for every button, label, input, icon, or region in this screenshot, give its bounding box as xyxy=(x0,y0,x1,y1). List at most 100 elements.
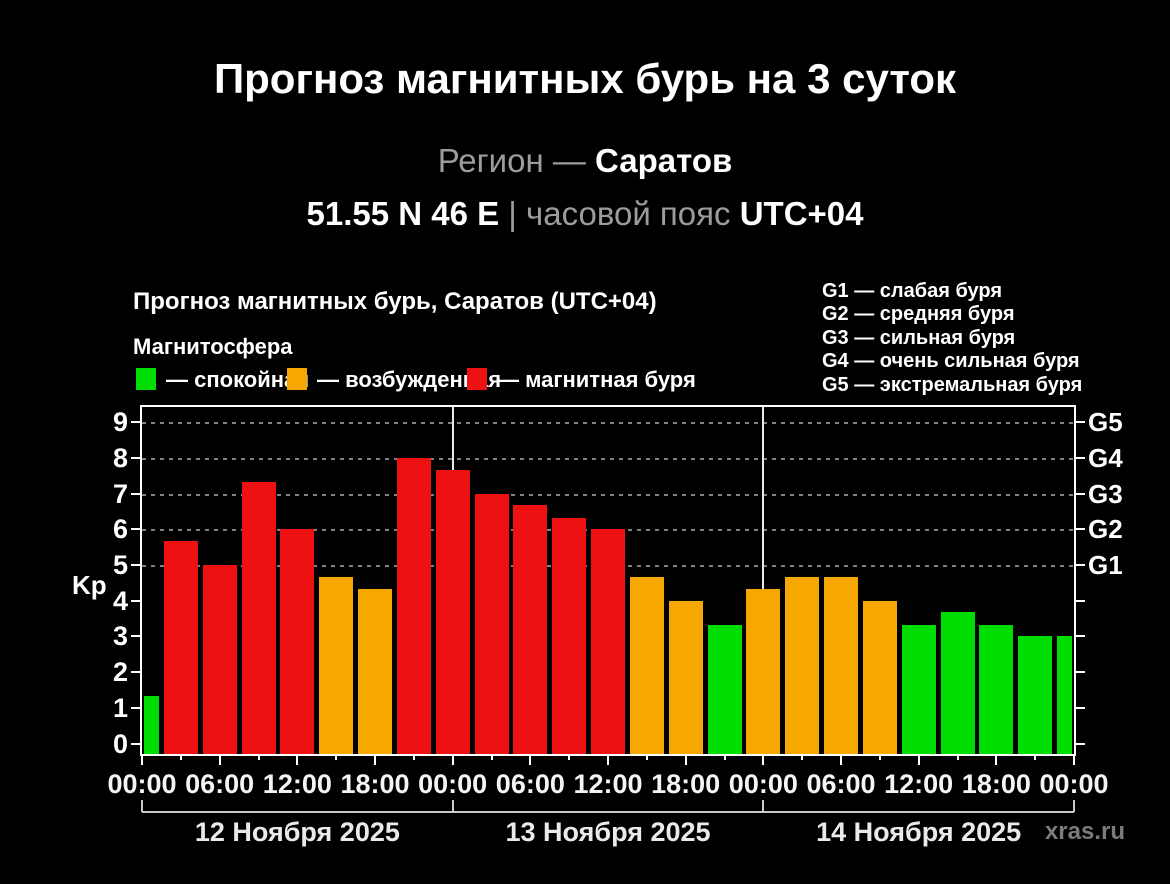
x-axis-minor-tick xyxy=(1034,754,1037,760)
legend-label: — магнитная буря xyxy=(497,367,696,392)
date-bracket xyxy=(142,811,1074,813)
storm-scale-row: G5 — экстремальная буря xyxy=(822,373,1083,396)
g-axis-label: G4 xyxy=(1088,442,1123,473)
kp-bar xyxy=(629,576,664,754)
x-axis-minor-tick xyxy=(257,754,260,760)
y-axis-label: 9 xyxy=(112,407,128,438)
y-axis-tick xyxy=(131,564,140,566)
legend-swatch-excited xyxy=(287,368,307,390)
x-axis-major-tick xyxy=(840,754,842,765)
date-label: 12 Ноября 2025 xyxy=(194,817,400,847)
x-axis-minor-tick xyxy=(179,754,182,760)
y-axis-label: 3 xyxy=(112,621,128,652)
coordinates-line: 51.55 N 46 E | часовой пояс UTC+04 xyxy=(0,195,1170,233)
storm-scale-row: G4 — очень сильная буря xyxy=(822,350,1080,373)
date-bracket-tick xyxy=(762,800,765,812)
legend-swatch-storm xyxy=(467,368,487,390)
date-label: 14 Ноября 2025 xyxy=(816,817,1022,847)
y-axis-tick xyxy=(1076,671,1085,674)
x-axis-label: 00:00 xyxy=(1039,769,1109,799)
legend-swatch-quiet xyxy=(136,368,156,390)
x-axis-label: 00:00 xyxy=(728,769,798,799)
y-axis-tick xyxy=(131,599,140,602)
x-axis-major-tick xyxy=(917,754,920,765)
coordinates-value: 51.55 N 46 E xyxy=(306,195,500,232)
x-axis-minor-tick xyxy=(956,754,959,760)
kp-bar xyxy=(785,576,820,754)
x-axis-major-tick xyxy=(529,754,532,765)
date-label: 13 Ноября 2025 xyxy=(505,817,711,847)
chart-title: Прогноз магнитных бурь, Саратов (UTC+04) xyxy=(133,288,657,315)
x-axis-label: 00:00 xyxy=(418,769,488,799)
kp-bar xyxy=(513,505,548,754)
kp-bar xyxy=(1018,636,1053,754)
y-axis-tick xyxy=(131,742,140,745)
kp-bar xyxy=(474,493,509,754)
kp-bar xyxy=(163,541,198,754)
x-axis-label: 12:00 xyxy=(573,769,643,799)
x-axis-label: 18:00 xyxy=(651,769,721,799)
kp-bar xyxy=(358,588,392,754)
kp-bar xyxy=(979,624,1014,754)
timezone-label: часовой пояс xyxy=(526,195,731,232)
x-axis-label: 00:00 xyxy=(107,769,177,799)
y-axis-label: 1 xyxy=(112,692,128,723)
region-line: Регион — Саратов xyxy=(0,142,1170,180)
y-axis-tick xyxy=(1076,706,1085,709)
y-axis-tick xyxy=(131,635,140,638)
kp-bar xyxy=(668,600,703,754)
day-boundary-line xyxy=(762,407,765,754)
y-axis-tick xyxy=(1076,456,1085,459)
kp-bar xyxy=(552,517,587,754)
magnetosphere-label: Магнитосфера xyxy=(133,334,293,359)
kp-bar xyxy=(202,565,237,754)
g-axis-label: G1 xyxy=(1088,550,1123,580)
kp-bar xyxy=(1057,636,1072,754)
y-axis-label: 2 xyxy=(112,657,128,688)
g-axis-label: G2 xyxy=(1088,514,1123,545)
x-axis-label: 12:00 xyxy=(884,769,954,799)
kp-bar xyxy=(280,529,315,754)
y-axis-tick xyxy=(1076,742,1085,745)
y-axis-tick xyxy=(1076,564,1085,566)
legend-label: — спокойная xyxy=(166,367,310,392)
kp-bar xyxy=(319,576,354,754)
gridline-kp9 xyxy=(142,422,1074,425)
kp-bar xyxy=(241,481,276,754)
kp-bar xyxy=(707,624,742,754)
y-axis-tick xyxy=(1076,635,1085,638)
x-axis-major-tick xyxy=(1073,754,1075,765)
kp-bar xyxy=(435,469,470,754)
x-axis-label: 18:00 xyxy=(961,769,1031,799)
x-axis-label: 06:00 xyxy=(806,769,876,799)
y-axis-tick xyxy=(1076,599,1085,602)
x-axis-label: 06:00 xyxy=(495,769,565,799)
kp-bar xyxy=(940,612,975,754)
kp-bar xyxy=(591,529,625,754)
kp-bar xyxy=(144,696,159,754)
x-axis-major-tick xyxy=(684,754,687,765)
y-axis-tick xyxy=(1076,528,1085,531)
gridline-kp8 xyxy=(142,457,1074,460)
page-title: Прогноз магнитных бурь на 3 суток xyxy=(213,55,957,102)
gridline-kp7 xyxy=(142,493,1074,496)
x-axis-label: 12:00 xyxy=(262,769,332,799)
separator: | xyxy=(508,195,517,232)
x-axis-minor-tick xyxy=(490,754,493,760)
y-axis-label: 7 xyxy=(112,478,128,509)
y-axis-label: 8 xyxy=(112,442,128,473)
storm-scale-row: G1 — слабая буря xyxy=(822,280,1003,302)
x-axis-minor-tick xyxy=(568,754,571,760)
x-axis-label: 18:00 xyxy=(340,769,410,799)
y-axis-label: 5 xyxy=(112,550,128,580)
x-axis-minor-tick xyxy=(335,754,338,760)
x-axis-major-tick xyxy=(451,754,454,765)
y-axis-label: 0 xyxy=(112,728,128,759)
region-label: Регион — xyxy=(437,142,586,179)
x-axis-major-tick xyxy=(218,754,221,765)
storm-scale-legend: G1 — слабая буря G2 — средняя буря G3 — си… xyxy=(822,280,1152,397)
x-axis-major-tick xyxy=(296,754,299,765)
region-value: Саратов xyxy=(595,142,733,179)
x-axis-major-tick xyxy=(374,754,376,765)
x-axis-minor-tick xyxy=(645,754,648,760)
